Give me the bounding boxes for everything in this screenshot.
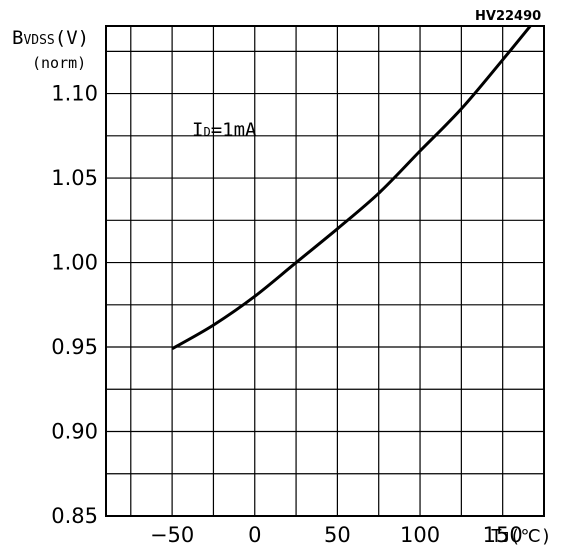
y-axis-label-main: B: [12, 27, 23, 49]
grid: [106, 26, 544, 516]
x-tick-label: 50: [324, 523, 351, 547]
y-tick-label: 0.95: [51, 335, 98, 359]
x-tick-label: 150: [483, 523, 523, 547]
part-number: HV22490: [475, 9, 541, 24]
plot-frame: [105, 25, 545, 517]
annotation-rest: =1mA: [211, 119, 257, 141]
x-axis-label-sub: J: [502, 531, 510, 546]
y-axis-label-unit: (V): [55, 27, 89, 49]
y-tick-label: 1.00: [51, 251, 98, 275]
y-tick-label: 0.90: [51, 420, 98, 444]
y-tick-label: 1.05: [51, 166, 98, 190]
x-tick-label: 0: [248, 523, 261, 547]
series-group: [171, 26, 533, 351]
tick-labels: 0.85 0.90 0.95 1.00 1.05 1.10 −50 0 50 100 150: [51, 82, 522, 547]
annotation-sub: D: [203, 125, 210, 139]
x-tick-label: −50: [150, 523, 194, 547]
y-axis-label-sub: VDSS: [23, 33, 54, 48]
annotation-main: I: [192, 119, 203, 141]
y-tick-label: 1.10: [51, 82, 98, 106]
series-line: [171, 26, 533, 351]
y-axis-label: BVDSS(V): [12, 27, 89, 49]
x-axis-label-unit: (℃): [510, 526, 552, 547]
x-axis-label: TJ(℃): [491, 526, 552, 547]
x-tick-label: 100: [400, 523, 440, 547]
y-axis-label-norm: (norm): [32, 54, 86, 72]
current-annotation: ID=1mA: [192, 119, 257, 141]
y-tick-label: 0.85: [51, 504, 98, 528]
x-axis-label-main: T: [491, 526, 502, 547]
